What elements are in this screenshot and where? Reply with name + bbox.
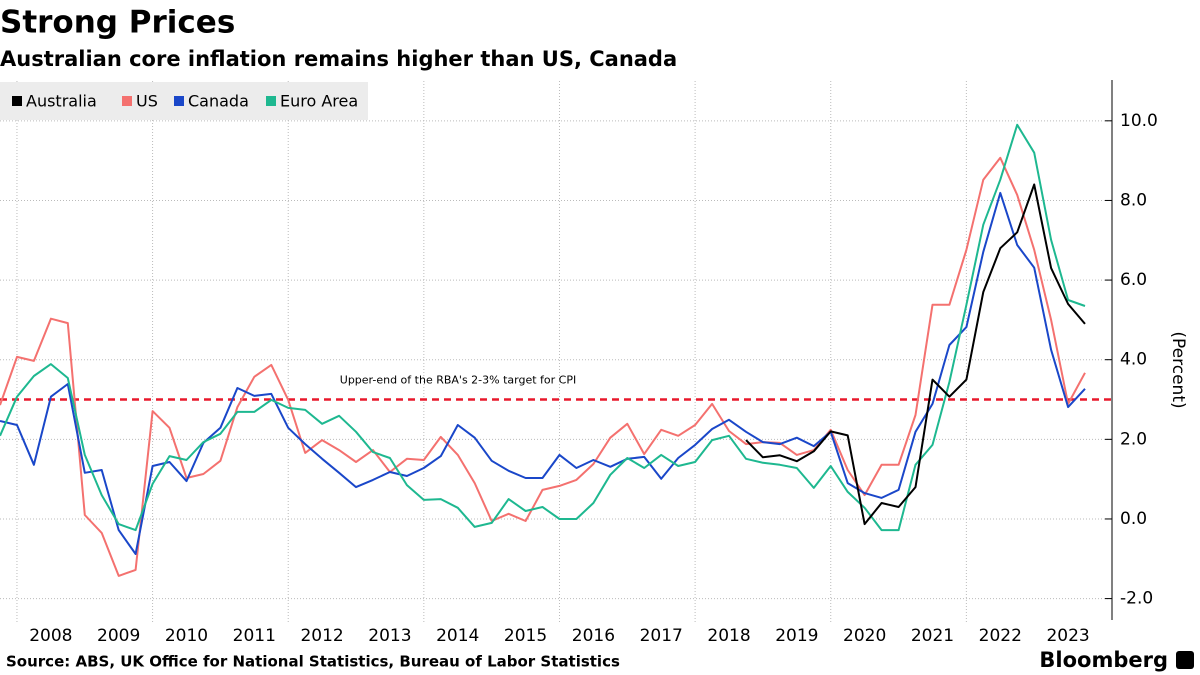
series-line xyxy=(0,123,1086,532)
y-tick-label: 10.0 xyxy=(1120,111,1158,131)
x-tick-label: 2013 xyxy=(368,626,411,646)
chart-title: Strong Prices xyxy=(0,5,235,41)
y-tick-label: 2.0 xyxy=(1120,429,1147,449)
series-line xyxy=(0,156,1086,577)
source: Source: ABS, UK Office for National Stat… xyxy=(6,653,620,671)
series-line xyxy=(0,191,1086,555)
legend-label: Australia xyxy=(26,92,97,111)
x-tick-label: 2015 xyxy=(504,626,547,646)
y-tick-label: 8.0 xyxy=(1120,190,1147,210)
brand: Bloomberg xyxy=(1039,648,1168,672)
legend-label: Canada xyxy=(188,92,249,111)
x-tick-label: 2014 xyxy=(436,626,479,646)
legend-label: US xyxy=(136,92,158,111)
x-tick-label: 2017 xyxy=(640,626,683,646)
legend-swatch xyxy=(174,96,184,106)
legend-swatch xyxy=(266,96,276,106)
y-tick-label: 6.0 xyxy=(1120,270,1147,290)
series-line xyxy=(745,183,1086,526)
x-tick-label: 2008 xyxy=(29,626,72,646)
reference-label: Upper-end of the RBA's 2-3% target for C… xyxy=(340,374,576,387)
x-tick-label: 2010 xyxy=(165,626,208,646)
x-tick-label: 2012 xyxy=(300,626,343,646)
legend-swatch xyxy=(12,96,22,106)
legend-swatch xyxy=(122,96,132,106)
x-tick-label: 2021 xyxy=(911,626,954,646)
x-tick-label: 2020 xyxy=(843,626,886,646)
brand-icon xyxy=(1176,651,1194,669)
x-tick-label: 2016 xyxy=(572,626,615,646)
x-tick-label: 2011 xyxy=(233,626,276,646)
y-axis-label: (Percent) xyxy=(1168,331,1188,408)
x-tick-label: 2023 xyxy=(1046,626,1089,646)
legend-label: Euro Area xyxy=(280,92,358,111)
x-tick-label: 2018 xyxy=(707,626,750,646)
y-tick-label: 4.0 xyxy=(1120,350,1147,370)
x-tick-label: 2022 xyxy=(979,626,1022,646)
y-tick-label: 0.0 xyxy=(1120,509,1147,529)
chart-subtitle: Australian core inflation remains higher… xyxy=(0,47,677,71)
x-tick-label: 2009 xyxy=(97,626,140,646)
x-tick-label: 2019 xyxy=(775,626,818,646)
y-tick-label: -2.0 xyxy=(1120,589,1153,609)
